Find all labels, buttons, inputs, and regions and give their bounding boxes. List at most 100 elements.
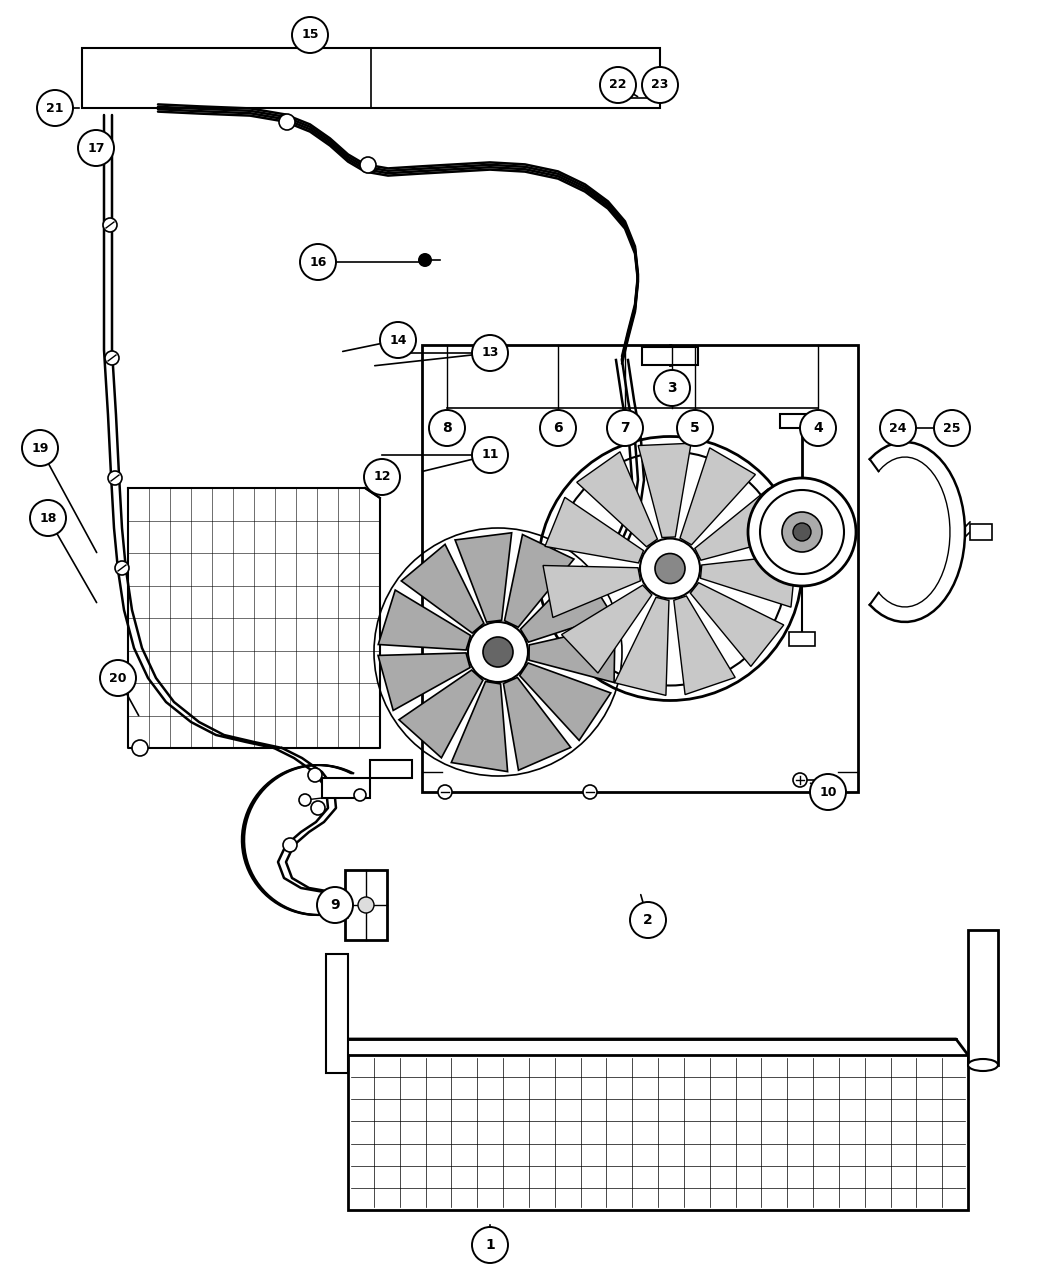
Polygon shape <box>521 566 612 643</box>
Polygon shape <box>674 595 735 695</box>
Text: 2: 2 <box>643 913 653 927</box>
Circle shape <box>300 244 336 280</box>
Text: 16: 16 <box>310 255 327 269</box>
Polygon shape <box>505 534 574 627</box>
Bar <box>322 778 370 798</box>
Circle shape <box>103 218 117 232</box>
Text: 13: 13 <box>481 347 499 360</box>
Polygon shape <box>543 566 640 617</box>
Polygon shape <box>562 585 652 673</box>
Circle shape <box>810 774 846 810</box>
Circle shape <box>284 838 297 852</box>
Circle shape <box>472 437 508 473</box>
Circle shape <box>292 17 328 54</box>
Circle shape <box>358 898 374 913</box>
Circle shape <box>483 638 513 667</box>
Circle shape <box>934 411 970 446</box>
Text: 7: 7 <box>621 421 630 435</box>
Polygon shape <box>614 597 669 695</box>
Text: 12: 12 <box>373 470 391 483</box>
Text: 11: 11 <box>481 449 499 462</box>
Circle shape <box>30 500 66 536</box>
Text: 8: 8 <box>442 421 452 435</box>
Polygon shape <box>690 583 783 667</box>
Circle shape <box>279 113 295 130</box>
Polygon shape <box>529 626 615 682</box>
Bar <box>326 954 348 1074</box>
Circle shape <box>438 785 452 799</box>
Text: 22: 22 <box>609 79 627 92</box>
Text: 6: 6 <box>553 421 563 435</box>
Text: 18: 18 <box>39 511 57 524</box>
Circle shape <box>677 411 713 446</box>
Circle shape <box>418 252 432 266</box>
Circle shape <box>364 459 400 495</box>
Circle shape <box>22 430 58 465</box>
Circle shape <box>100 660 136 696</box>
Circle shape <box>429 411 465 446</box>
Circle shape <box>299 794 311 806</box>
Bar <box>642 347 698 365</box>
Polygon shape <box>638 444 691 538</box>
Text: 24: 24 <box>889 422 907 435</box>
Circle shape <box>468 622 528 682</box>
Bar <box>82 48 660 108</box>
Circle shape <box>655 553 685 584</box>
Text: 9: 9 <box>330 898 340 912</box>
Text: 25: 25 <box>943 422 961 435</box>
Polygon shape <box>503 677 571 770</box>
Text: 3: 3 <box>667 381 677 395</box>
Text: 1: 1 <box>485 1238 495 1252</box>
Text: 14: 14 <box>390 334 406 347</box>
Text: 4: 4 <box>813 421 823 435</box>
Polygon shape <box>399 671 483 757</box>
Circle shape <box>607 411 643 446</box>
Circle shape <box>380 323 416 358</box>
Text: 15: 15 <box>301 28 319 42</box>
Circle shape <box>793 523 811 541</box>
Circle shape <box>317 887 353 923</box>
Circle shape <box>800 411 836 446</box>
Circle shape <box>642 68 678 103</box>
Polygon shape <box>695 488 793 560</box>
Bar <box>370 760 412 778</box>
Circle shape <box>640 538 700 598</box>
Bar <box>422 346 858 792</box>
Bar <box>968 929 997 1065</box>
Text: 21: 21 <box>46 102 64 115</box>
Circle shape <box>335 901 349 915</box>
Circle shape <box>583 785 597 799</box>
Circle shape <box>880 411 916 446</box>
Circle shape <box>782 513 822 552</box>
Circle shape <box>308 768 322 782</box>
Circle shape <box>630 901 666 938</box>
Text: 10: 10 <box>819 785 837 798</box>
Circle shape <box>78 130 114 166</box>
Circle shape <box>654 370 690 405</box>
Polygon shape <box>520 663 611 741</box>
Text: 17: 17 <box>87 142 105 154</box>
Bar <box>348 1054 968 1210</box>
Circle shape <box>793 773 807 787</box>
Circle shape <box>37 91 74 126</box>
Circle shape <box>600 68 636 103</box>
Polygon shape <box>452 681 507 771</box>
Circle shape <box>472 1227 508 1264</box>
Circle shape <box>354 789 366 801</box>
Polygon shape <box>700 555 796 607</box>
Polygon shape <box>378 590 470 650</box>
Circle shape <box>311 801 326 815</box>
Bar <box>780 414 824 428</box>
Polygon shape <box>378 653 470 710</box>
Circle shape <box>472 335 508 371</box>
Polygon shape <box>455 533 511 622</box>
Circle shape <box>116 561 129 575</box>
Circle shape <box>360 157 376 173</box>
Bar <box>345 870 387 940</box>
Polygon shape <box>680 448 755 544</box>
Text: 5: 5 <box>690 421 700 435</box>
Circle shape <box>105 351 119 365</box>
Text: 23: 23 <box>651 79 669 92</box>
Text: 20: 20 <box>109 672 127 685</box>
Bar <box>789 632 815 646</box>
